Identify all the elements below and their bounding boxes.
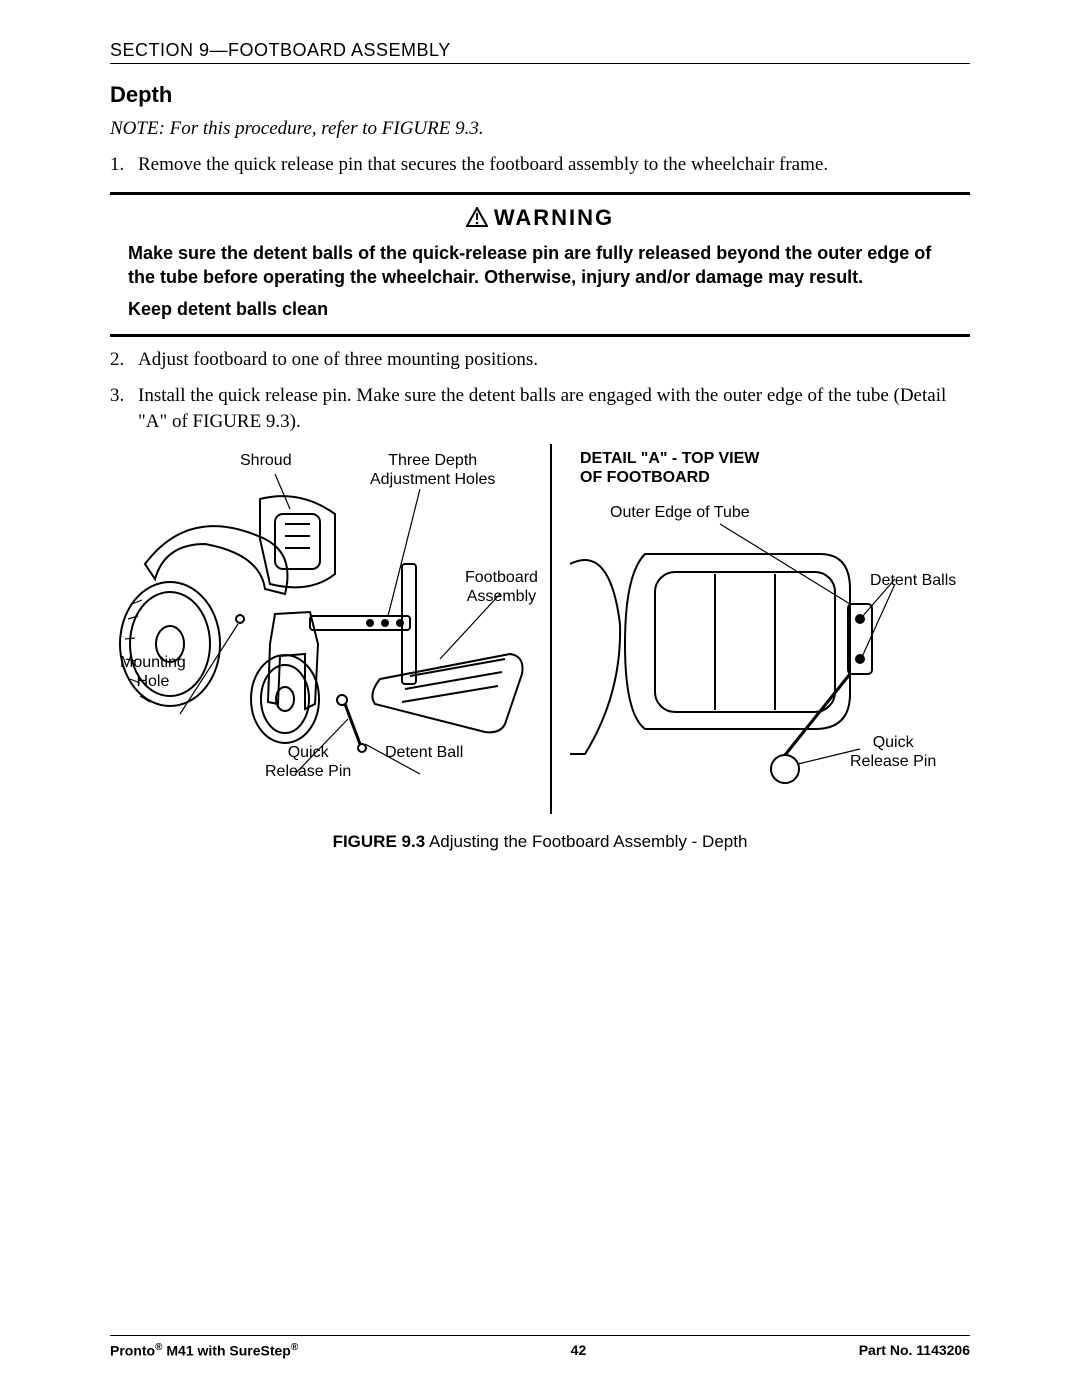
- step-number: 1.: [110, 152, 138, 178]
- figure-caption: FIGURE 9.3 Adjusting the Footboard Assem…: [110, 832, 970, 852]
- page-title: Depth: [110, 82, 970, 108]
- label-outer-edge: Outer Edge of Tube: [610, 504, 750, 522]
- footer-right: Part No. 1143206: [859, 1342, 970, 1359]
- step-number: 3.: [110, 383, 138, 434]
- label-quick-release-pin-r: Quick Release Pin: [850, 734, 936, 771]
- step-2: 2. Adjust footboard to one of three moun…: [110, 347, 970, 373]
- step-text: Install the quick release pin. Make sure…: [138, 383, 970, 434]
- figure-caption-num: FIGURE 9.3: [333, 832, 426, 851]
- label-three-depth: Three Depth Adjustment Holes: [370, 452, 495, 489]
- figure-caption-text: Adjusting the Footboard Assembly - Depth: [425, 832, 747, 851]
- section-header: SECTION 9—FOOTBOARD ASSEMBLY: [110, 40, 970, 64]
- note-text: NOTE: For this procedure, refer to FIGUR…: [110, 118, 970, 140]
- warning-icon: [466, 207, 488, 227]
- warning-keep: Keep detent balls clean: [128, 299, 952, 320]
- label-detent-balls: Detent Balls: [870, 572, 956, 590]
- figure-9-3: Shroud Three Depth Adjustment Holes Foot…: [110, 444, 970, 824]
- label-detent-ball: Detent Ball: [385, 744, 463, 762]
- warning-label: WARNING: [494, 205, 614, 230]
- footer-page-number: 42: [571, 1342, 587, 1359]
- detail-a-title: DETAIL "A" - TOP VIEW OF FOOTBOARD: [580, 450, 759, 487]
- divider: [110, 192, 970, 195]
- step-text: Remove the quick release pin that secure…: [138, 152, 970, 178]
- warning-heading: WARNING: [110, 205, 970, 231]
- divider: [110, 334, 970, 337]
- label-shroud: Shroud: [240, 452, 292, 470]
- step-text: Adjust footboard to one of three mountin…: [138, 347, 970, 373]
- warning-body: Make sure the detent balls of the quick-…: [128, 241, 952, 290]
- step-3: 3. Install the quick release pin. Make s…: [110, 383, 970, 434]
- step-number: 2.: [110, 347, 138, 373]
- label-mounting-hole: Mounting Hole: [120, 654, 186, 691]
- footer-left: Pronto® M41 with SureStep®: [110, 1342, 298, 1359]
- label-quick-release-pin: Quick Release Pin: [265, 744, 351, 781]
- label-footboard-assembly: Footboard Assembly: [465, 569, 538, 606]
- page-footer: Pronto® M41 with SureStep® 42 Part No. 1…: [110, 1335, 970, 1359]
- step-1: 1. Remove the quick release pin that sec…: [110, 152, 970, 178]
